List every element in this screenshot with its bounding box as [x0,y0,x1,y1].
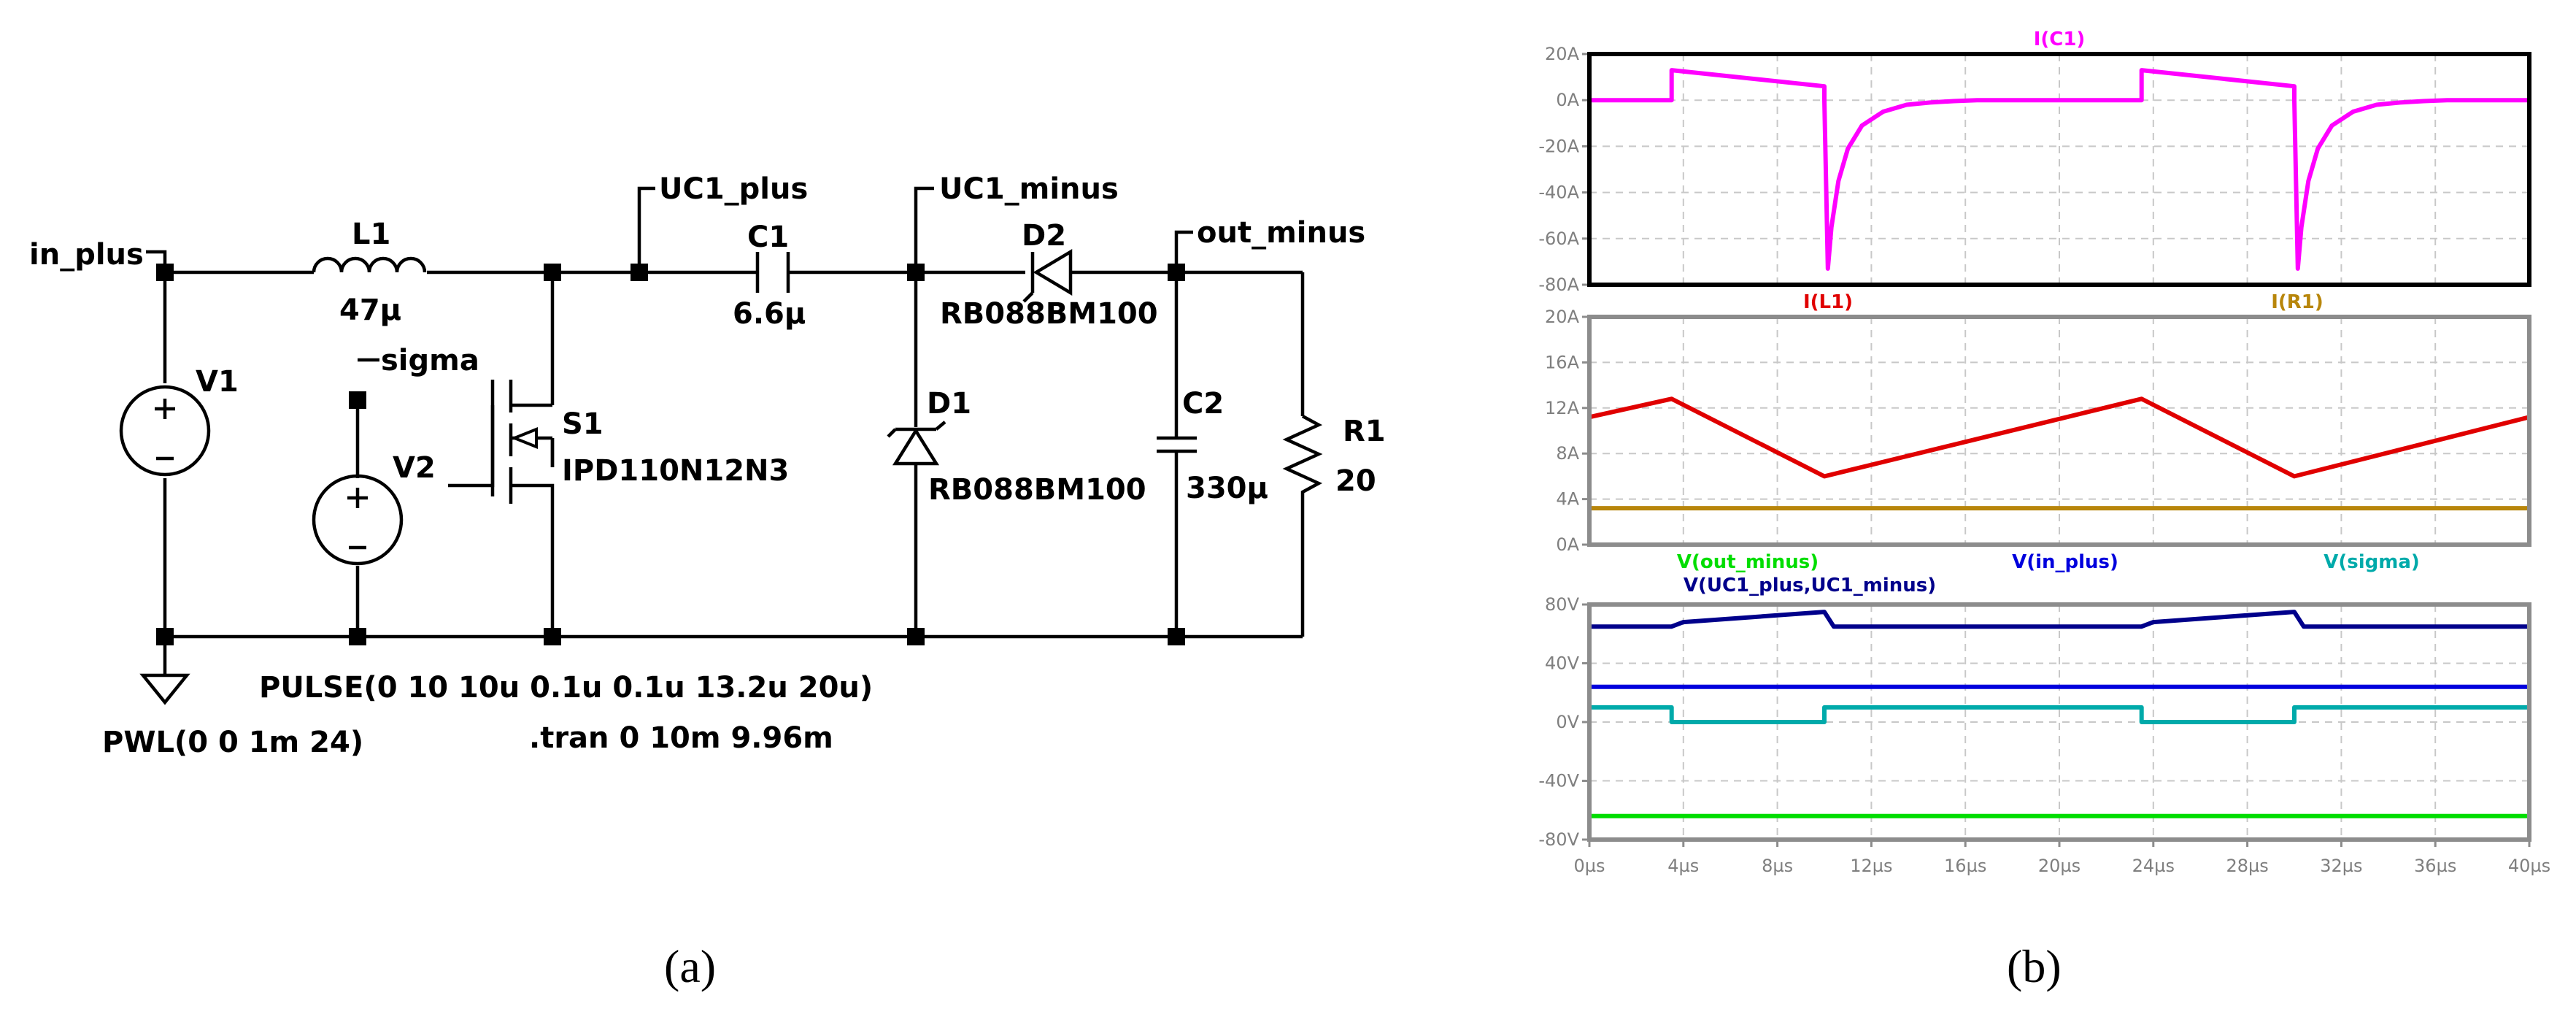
y-tick-label: 20A [1545,44,1580,64]
label-l1-value: 47µ [339,293,401,327]
x-tick-label: 0µs [1573,856,1605,876]
trace-title: V(in_plus) [2012,551,2118,573]
capacitor-c1-symbol [755,252,790,293]
label-d1-value: RB088BM100 [928,473,1146,507]
y-tick-label: 12A [1545,398,1580,418]
series-line [1589,396,2530,479]
y-tick-label: 8A [1556,443,1579,464]
y-tick-label: 16A [1545,352,1580,372]
label-s1-name: S1 [562,407,603,441]
y-tick-label: -40A [1538,183,1579,203]
label-d2-value: RB088BM100 [940,297,1158,331]
trace-title: V(out_minus) [1677,551,1819,573]
label-d2-name: D2 [1022,219,1066,253]
label-l1-name: L1 [352,218,390,251]
y-tick-label: 0V [1556,712,1579,732]
directive-pulse: PULSE(0 10 10u 0.1u 0.1u 13.2u 20u) [259,671,873,705]
net-label-in-plus: in_plus [29,238,144,272]
voltage-source-v1-symbol [119,385,211,477]
y-tick-label: 0A [1556,90,1579,110]
plot-inductor-resistor-current: 20A 16A 12A 8A 4A 0A I(L1) I(R1) [1545,291,2531,555]
net-label-uc1-minus: UC1_minus [939,172,1119,206]
trace-title: I(C1) [2034,28,2086,50]
net-label-out-minus: out_minus [1197,216,1365,250]
voltage-source-v2-symbol [312,474,404,566]
y-tick-label: 4A [1556,489,1579,510]
x-tick-label: 24µs [2132,856,2175,876]
junction-dots [156,264,1185,645]
ground-symbol [139,673,190,705]
plot-frame [1587,315,2531,547]
y-tick-label: 80V [1545,594,1580,615]
label-r1-value: 20 [1335,464,1376,498]
caption-b: (b) [2007,940,2062,992]
y-tick-label: -40V [1538,771,1579,791]
directive-tran: .tran 0 10m 9.96m [529,721,833,755]
y-tick-label: 0A [1556,534,1579,555]
directive-pwl: PWL(0 0 1m 24) [102,726,363,759]
x-tick-label: 36µs [2414,856,2456,876]
label-v1-name: V1 [196,365,239,399]
caption-a: (a) [664,940,716,992]
label-s1-value: IPD110N12N3 [562,454,789,488]
series-line [1589,68,2529,271]
trace-title: I(R1) [2271,291,2324,313]
net-label-uc1-plus: UC1_plus [659,172,808,206]
label-d1-name: D1 [927,387,971,421]
x-tick-label: 8µs [1762,856,1793,876]
mosfet-s1-symbol [490,380,555,504]
capacitor-c2-symbol [1157,436,1197,453]
x-tick-label: 32µs [2320,856,2362,876]
schematic: in_plus UC1_plus UC1_minus out_minus sig… [29,172,1386,759]
label-v2-name: V2 [393,451,436,485]
y-tick-label: -80V [1538,829,1579,850]
diode-d1-symbol [887,421,946,466]
series-line [1589,610,2529,629]
x-tick-label: 16µs [1944,856,1986,876]
plot-node-voltages: 80V 40V 0V -40V -80V 0µs 4µs 8µs 12µs 16µs 20µs 24µ… [1538,551,2550,876]
inductor-l1-symbol [312,256,427,273]
y-tick-label: -80A [1538,275,1579,295]
net-label-sigma: sigma [381,344,479,377]
y-tick-label: 40V [1545,653,1580,674]
x-tick-label: 20µs [2038,856,2081,876]
label-c2-name: C2 [1182,387,1224,421]
label-c1-value: 6.6µ [733,297,806,331]
y-tick-label: -20A [1538,136,1579,156]
label-c1-name: C1 [747,220,789,254]
label-c2-value: 330µ [1186,472,1268,505]
plot-frame [1587,52,2531,287]
plot-frame [1587,602,2531,842]
x-tick-label: 28µs [2226,856,2268,876]
series-line [1589,705,2529,724]
diode-d2-symbol [1022,249,1073,303]
trace-title: V(sigma) [2324,551,2420,573]
x-tick-label: 40µs [2508,856,2550,876]
resistor-r1-symbol [1282,415,1323,504]
x-tick-label: 12µs [1850,856,1892,876]
trace-title: I(L1) [1803,291,1853,313]
x-tick-label: 4µs [1667,856,1699,876]
y-tick-label: 20A [1545,307,1580,327]
trace-title: V(UC1_plus,UC1_minus) [1684,575,1936,596]
label-r1-name: R1 [1343,415,1386,448]
y-tick-label: -60A [1538,229,1579,249]
plot-capacitor-current: 20A 0A -20A -40A -60A -80A I(C1) [1538,28,2531,295]
